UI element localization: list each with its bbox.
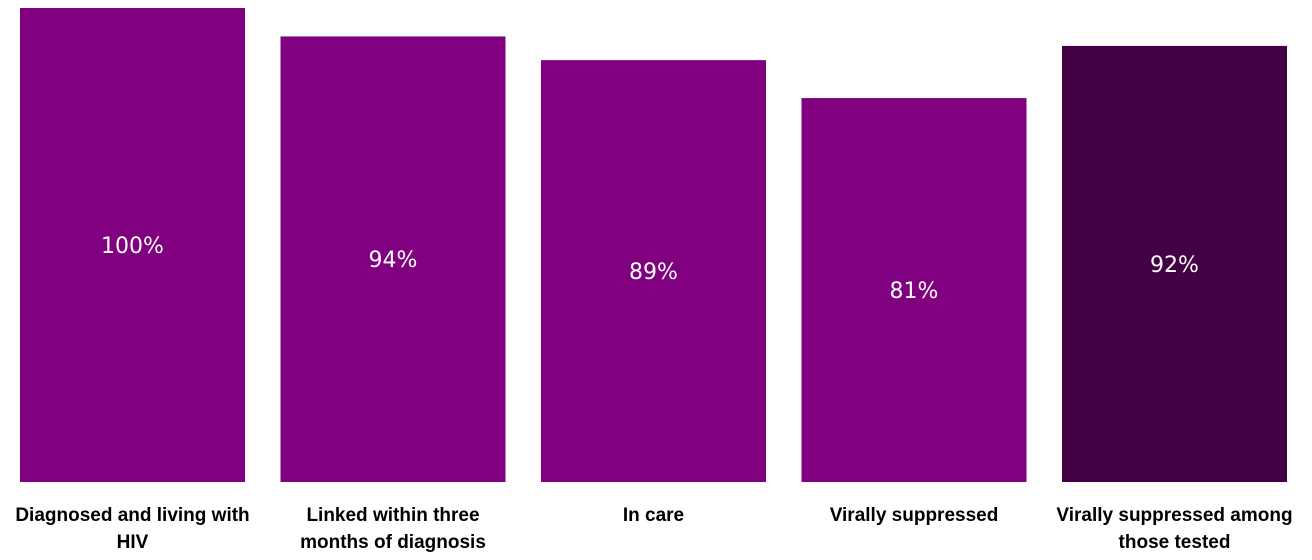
category-label: In care: [623, 505, 684, 526]
bar-value-labels: 100% 94% 89% 81% 92%: [101, 234, 1199, 304]
bar-1: [20, 8, 245, 482]
category-label-line: Virally suppressed among: [1056, 505, 1292, 526]
category-label: Virally suppressed among those tested: [1056, 505, 1292, 553]
bars: [20, 8, 1287, 483]
bar-3: [541, 60, 766, 482]
bar-5: [1062, 45, 1287, 483]
category-label: Virally suppressed: [830, 505, 999, 526]
category-label-line: HIV: [117, 532, 149, 553]
category-label: Linked within three months of diagnosis: [300, 505, 486, 553]
category-labels: Diagnosed and living with HIV Linked withi…: [15, 505, 1292, 553]
bar-2: [280, 36, 506, 482]
category-label-line: Linked within three: [306, 505, 479, 526]
category-label-line: Virally suppressed: [830, 505, 999, 526]
bar-value-label: 94%: [369, 248, 418, 273]
category-label-line: In care: [623, 505, 684, 526]
category-label-line: those tested: [1119, 532, 1231, 553]
bar-value-label: 100%: [101, 234, 164, 259]
bar-value-label: 89%: [629, 260, 678, 285]
category-label-line: months of diagnosis: [300, 532, 486, 553]
category-label: Diagnosed and living with HIV: [15, 505, 249, 553]
bar-value-label: 92%: [1150, 253, 1199, 278]
category-label-line: Diagnosed and living with: [15, 505, 249, 526]
bar-4: [801, 98, 1027, 482]
bar-value-label: 81%: [890, 279, 939, 304]
